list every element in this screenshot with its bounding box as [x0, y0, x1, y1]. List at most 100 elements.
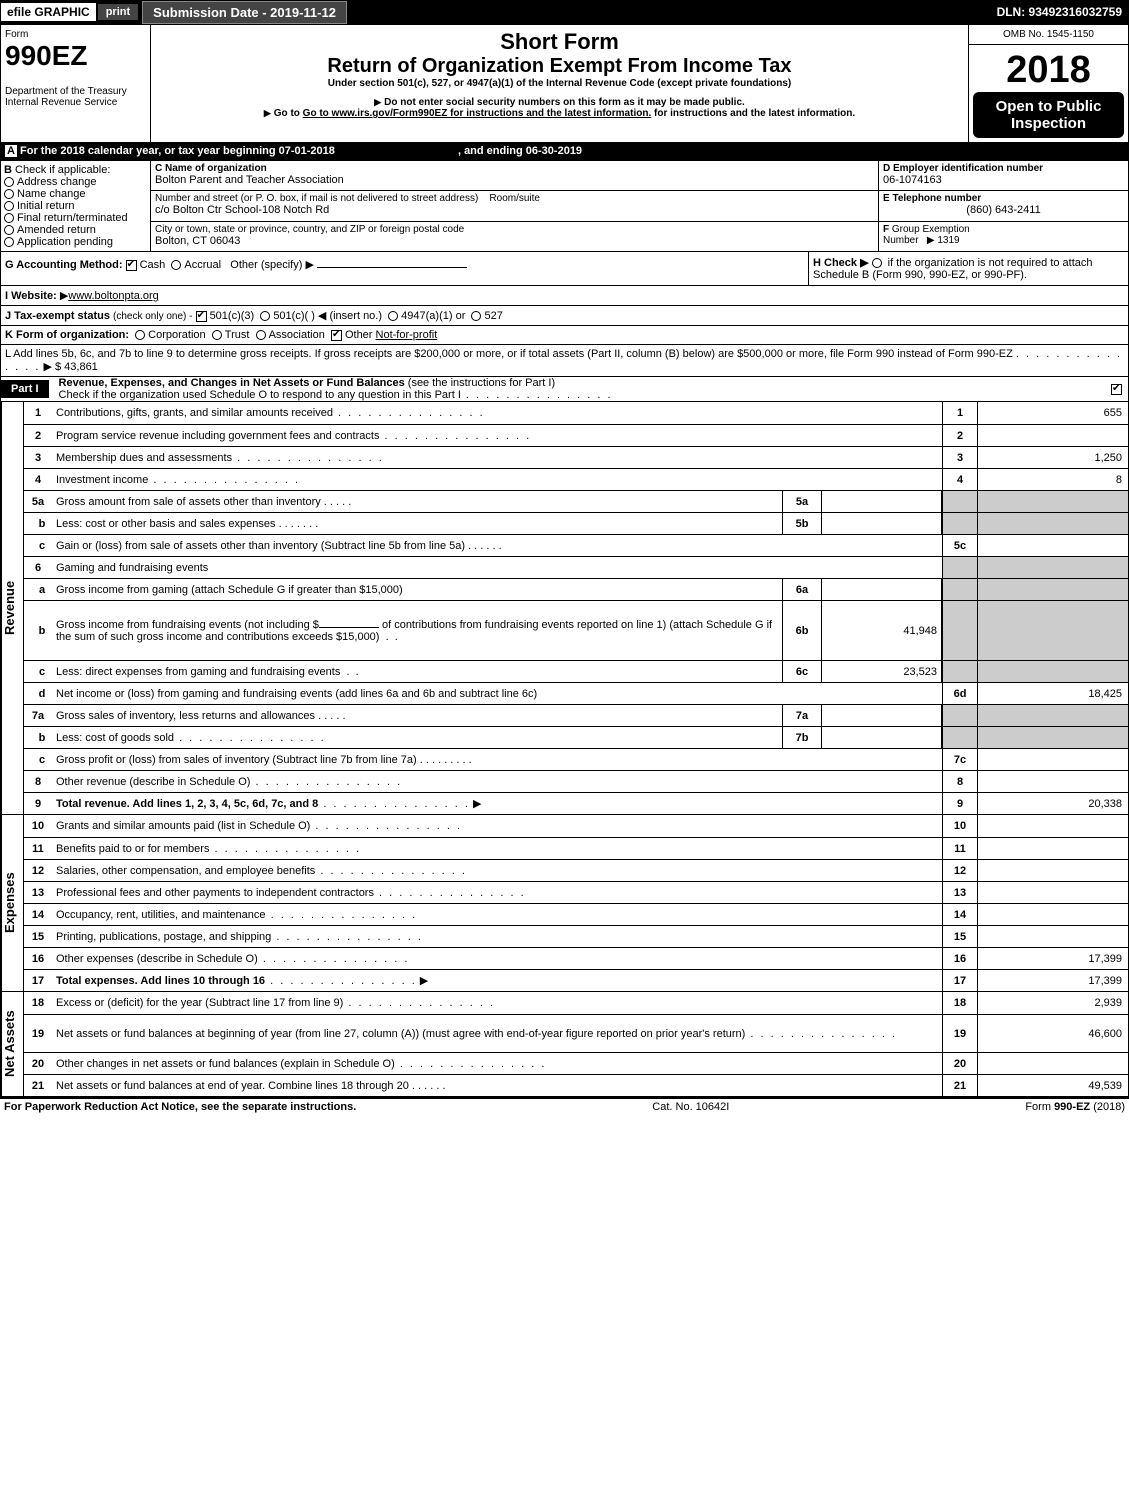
ln14-rnum: 14	[942, 904, 978, 925]
ln1-rnum: 1	[942, 402, 978, 424]
chk-trust[interactable]	[212, 330, 222, 340]
ln7a-midval	[822, 705, 942, 726]
chk-address-change[interactable]	[4, 177, 14, 187]
line-l-text: L Add lines 5b, 6c, and 7b to line 9 to …	[5, 348, 1013, 360]
tax-year: 2018	[973, 49, 1124, 92]
ln6a-midval	[822, 579, 942, 600]
line-h: H Check ▶ if the organization is not req…	[808, 252, 1128, 285]
street-address: c/o Bolton Ctr School-108 Notch Rd	[155, 204, 874, 216]
ln5b-num: b	[24, 516, 52, 532]
chk-cash[interactable]	[126, 260, 137, 271]
chk-initial-return[interactable]	[4, 201, 14, 211]
ln6a-desc: Gross income from gaming (attach Schedul…	[52, 582, 782, 598]
chk-schedule-o[interactable]	[1111, 384, 1122, 395]
ln5b-midval	[822, 513, 942, 534]
ln5a-rshade	[942, 491, 978, 512]
part1-note: (see the instructions for Part I)	[408, 377, 555, 389]
ln5b-desc: Less: cost or other basis and sales expe…	[56, 518, 276, 530]
ln1-desc: Contributions, gifts, grants, and simila…	[56, 407, 333, 419]
chk-schedule-b[interactable]	[872, 258, 882, 268]
ln6b-desc: Gross income from fundraising events (no…	[56, 619, 319, 631]
graphic-word: GRAPHIC	[34, 5, 89, 19]
line-h-label: H Check ▶	[813, 257, 869, 269]
chk-app-pending[interactable]	[4, 237, 14, 247]
chk-name-change[interactable]	[4, 189, 14, 199]
ln8-rnum: 8	[942, 771, 978, 792]
irs-label: Internal Revenue Service	[5, 97, 146, 108]
part1-title: Revenue, Expenses, and Changes in Net As…	[59, 377, 405, 389]
line-i: I Website: ▶www.boltonpta.org	[0, 286, 1129, 306]
ln6b-midval: 41,948	[822, 601, 942, 660]
chk-accrual[interactable]	[171, 260, 181, 270]
ln21-desc: Net assets or fund balances at end of ye…	[56, 1080, 409, 1092]
revenue-section: Revenue 1 Contributions, gifts, grants, a…	[0, 402, 1129, 814]
ln11-rnum: 11	[942, 838, 978, 859]
ein-value: 06-1074163	[883, 174, 1124, 186]
short-form-title: Short Form	[155, 29, 964, 55]
lbl-corp: Corporation	[148, 329, 205, 341]
ln7b-mid: 7b	[782, 727, 822, 748]
ln6-desc: Gaming and fundraising events	[52, 560, 942, 576]
ln14-val	[978, 904, 1128, 925]
website-value[interactable]: www.boltonpta.org	[68, 290, 159, 302]
period-begin: For the 2018 calendar year, or tax year …	[20, 145, 335, 157]
chk-501c[interactable]	[260, 311, 270, 321]
ln6d-val: 18,425	[978, 683, 1128, 704]
ln16-val: 17,399	[978, 948, 1128, 969]
sidelabel-revenue: Revenue	[1, 402, 23, 814]
ln6-num: 6	[24, 560, 52, 576]
ln19-num: 19	[24, 1026, 52, 1042]
line-g-label: G Accounting Method:	[5, 259, 123, 271]
chk-corp[interactable]	[135, 330, 145, 340]
ln13-desc: Professional fees and other payments to …	[56, 887, 374, 899]
lbl-final-return: Final return/terminated	[17, 212, 128, 224]
ln6c-vshade	[978, 661, 1128, 682]
ln11-desc: Benefits paid to or for members	[56, 843, 209, 855]
ln18-val: 2,939	[978, 992, 1128, 1014]
box-b-text: Check if applicable:	[15, 164, 110, 176]
ln7b-rshade	[942, 727, 978, 748]
netassets-section: Net Assets 18Excess or (deficit) for the…	[0, 991, 1129, 1097]
lbl-527: 527	[484, 310, 502, 322]
line-j: J Tax-exempt status (check only one) - 5…	[0, 306, 1129, 326]
chk-527[interactable]	[471, 311, 481, 321]
ln20-val	[978, 1053, 1128, 1074]
ln12-num: 12	[24, 863, 52, 879]
ln13-val	[978, 882, 1128, 903]
ln10-desc: Grants and similar amounts paid (list in…	[56, 820, 310, 832]
form-header: Form 990EZ Department of the Treasury In…	[0, 24, 1129, 143]
ln7a-vshade	[978, 705, 1128, 726]
chk-4947[interactable]	[388, 311, 398, 321]
ln19-rnum: 19	[942, 1015, 978, 1052]
sidelabel-netassets: Net Assets	[1, 992, 23, 1096]
ln7b-desc: Less: cost of goods sold	[56, 732, 174, 744]
ln5a-midval	[822, 491, 942, 512]
chk-final-return[interactable]	[4, 213, 14, 223]
ln11-val	[978, 838, 1128, 859]
ln7b-num: b	[24, 730, 52, 746]
ln12-rnum: 12	[942, 860, 978, 881]
dept-label: Department of the Treasury	[5, 86, 146, 97]
line-j-note: (check only one) -	[113, 311, 192, 322]
ln7c-num: c	[24, 752, 52, 768]
lbl-initial-return: Initial return	[17, 200, 74, 212]
phone-value: (860) 643-2411	[883, 204, 1124, 216]
goto-link[interactable]: Go to Go to www.irs.gov/Form990EZ for in…	[155, 108, 964, 119]
chk-amended[interactable]	[4, 225, 14, 235]
dln-label: DLN: 93492316032759	[997, 5, 1128, 19]
efile-word: efile	[7, 5, 31, 19]
city-label: City or town, state or province, country…	[155, 224, 874, 235]
ln5b-vshade	[978, 513, 1128, 534]
ln5c-num: c	[24, 538, 52, 554]
ln7c-desc: Gross profit or (loss) from sales of inv…	[56, 754, 417, 766]
chk-501c3[interactable]	[196, 311, 207, 322]
submission-date: Submission Date - 2019-11-12	[142, 1, 347, 24]
ln6a-num: a	[24, 582, 52, 598]
line-a-period: A For the 2018 calendar year, or tax yea…	[0, 143, 1129, 160]
chk-other-org[interactable]	[331, 330, 342, 341]
ln4-val: 8	[978, 469, 1128, 490]
chk-assoc[interactable]	[256, 330, 266, 340]
sidelabel-expenses: Expenses	[1, 815, 23, 991]
print-button[interactable]: print	[98, 4, 138, 20]
open-inspection: Open to Public Inspection	[973, 92, 1124, 138]
